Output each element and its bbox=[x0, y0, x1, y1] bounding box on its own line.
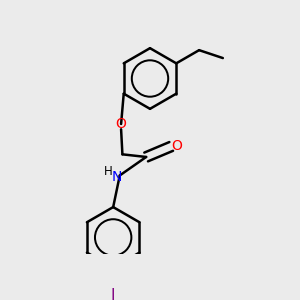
Text: O: O bbox=[172, 140, 182, 153]
Text: I: I bbox=[111, 288, 116, 300]
Text: O: O bbox=[116, 117, 127, 131]
Text: H: H bbox=[103, 165, 112, 178]
Text: N: N bbox=[111, 170, 122, 184]
